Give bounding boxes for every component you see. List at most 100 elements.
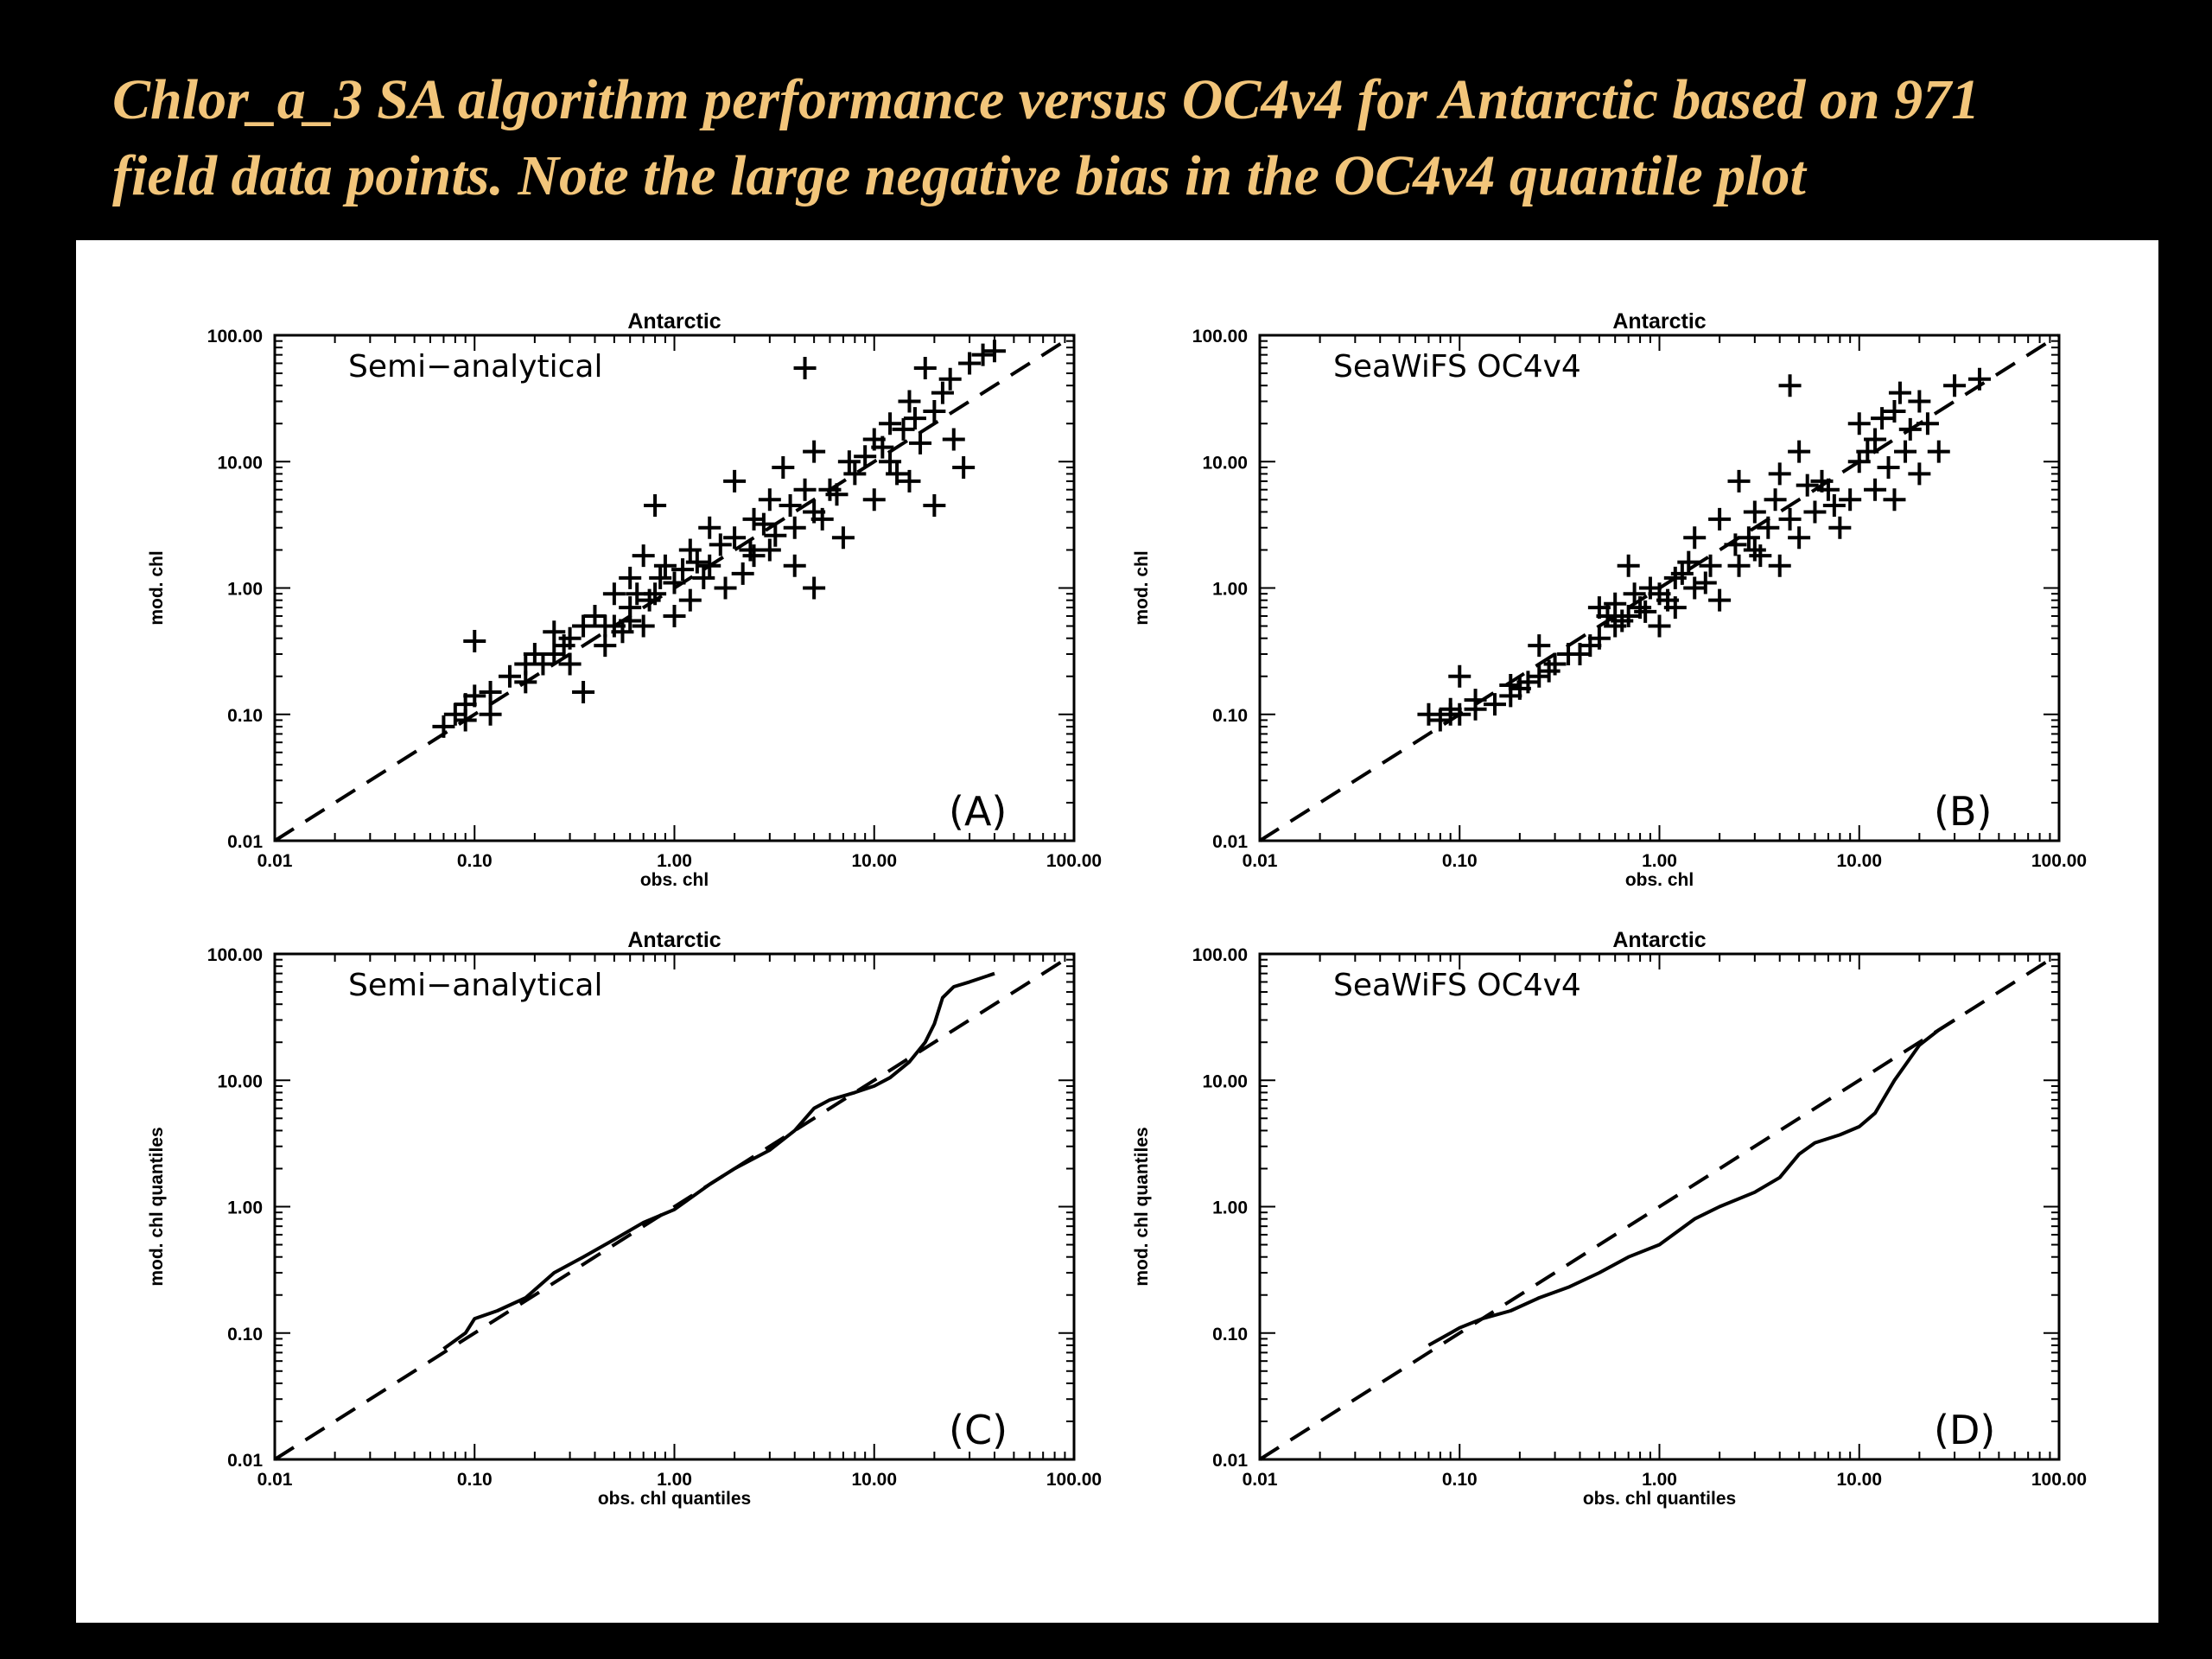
data-point	[583, 604, 607, 627]
x-tick-label: 100.00	[2031, 1470, 2087, 1490]
data-point	[731, 562, 754, 585]
slide-title-line-1: Chlor_a_3 SA algorithm performance versu…	[112, 68, 1980, 131]
y-tick-label: 100.00	[207, 945, 263, 965]
data-point	[879, 412, 902, 435]
data-point	[952, 455, 976, 479]
data-point	[698, 516, 721, 539]
y-axis-label: mod. chl	[147, 550, 167, 625]
data-point	[758, 538, 781, 562]
y-axis-label: mod. chl	[1132, 550, 1152, 625]
data-point	[1908, 390, 1931, 413]
data-point	[514, 652, 537, 676]
data-point	[923, 400, 946, 423]
data-point	[1883, 488, 1906, 512]
data-point	[1927, 440, 1950, 463]
x-tick-label: 100.00	[1046, 1470, 1102, 1490]
data-point	[1537, 659, 1560, 683]
data-point	[1727, 554, 1751, 577]
data-point	[663, 604, 686, 627]
x-tick-label: 0.10	[457, 851, 493, 871]
data-point	[1683, 526, 1707, 550]
data-point	[764, 524, 787, 547]
algorithm-label: Semi−analytical	[348, 349, 602, 385]
data-point	[1788, 440, 1811, 463]
data-point	[1778, 507, 1802, 531]
figure-svg: Antarctic 0.01 0.10 1.00 10.00 100.00 0.01 0.10…	[147, 309, 2087, 1509]
data-point	[1847, 412, 1871, 435]
data-point	[843, 462, 867, 486]
data-point	[1864, 478, 1887, 501]
data-point	[1803, 500, 1827, 524]
data-point	[1656, 588, 1680, 612]
data-point	[552, 634, 575, 658]
chart-title: Antarctic	[1612, 309, 1706, 334]
data-point	[1768, 554, 1791, 577]
data-point	[463, 629, 486, 652]
data-point	[671, 558, 695, 582]
x-tick-label: 0.10	[1442, 1470, 1478, 1490]
data-point	[1596, 604, 1619, 627]
data-point	[714, 576, 737, 600]
data-point	[803, 440, 826, 463]
panel-letter: (B)	[1934, 788, 1992, 835]
panel-letter: (A)	[949, 788, 1007, 835]
data-point	[1943, 374, 1967, 397]
data-point	[572, 614, 595, 638]
y-tick-label: 1.00	[1212, 1198, 1248, 1218]
data-point	[903, 407, 926, 430]
data-point	[543, 620, 566, 644]
panel-letter: (C)	[949, 1407, 1007, 1453]
data-point	[678, 588, 702, 612]
data-point	[632, 544, 655, 568]
x-tick-label: 1.00	[1642, 1470, 1677, 1490]
data-point	[1483, 693, 1506, 716]
data-point	[898, 469, 921, 493]
x-axis-label: obs. chl quantiles	[598, 1489, 751, 1509]
data-point	[663, 571, 686, 594]
data-point	[739, 538, 762, 562]
data-point	[1439, 702, 1462, 726]
data-point	[653, 554, 677, 577]
data-point	[938, 367, 962, 391]
data-point	[1634, 600, 1657, 623]
data-point	[931, 381, 954, 404]
data-point	[1743, 538, 1766, 562]
data-point	[1877, 455, 1900, 479]
data-point	[898, 390, 921, 413]
data-point	[1708, 507, 1732, 531]
data-point	[1579, 634, 1602, 658]
data-point	[649, 566, 672, 589]
y-tick-label: 100.00	[1192, 945, 1248, 965]
data-point	[892, 417, 915, 441]
data-point	[1894, 440, 1917, 463]
figure-panel: Antarctic 0.01 0.10 1.00 10.00 100.00 0.01 0.10…	[76, 240, 2158, 1623]
data-point	[1724, 533, 1747, 556]
data-point	[709, 533, 732, 556]
data-point	[479, 702, 502, 726]
data-point	[1749, 544, 1772, 568]
data-point	[1757, 516, 1780, 539]
data-point	[1822, 493, 1846, 517]
chart-title: Antarctic	[1612, 928, 1706, 952]
data-point	[958, 352, 982, 375]
data-point	[1617, 554, 1640, 577]
data-point	[854, 445, 877, 468]
algorithm-label: Semi−analytical	[348, 968, 602, 1003]
y-tick-label: 100.00	[207, 327, 263, 346]
chart-panel-d: Antarctic 0.01 0.10 1.00 10.00 100.00 0.01 0.10…	[1132, 928, 2087, 1509]
y-tick-label: 0.10	[1212, 1325, 1248, 1344]
data-point	[1464, 689, 1487, 712]
data-point	[1778, 374, 1802, 397]
data-point	[793, 356, 817, 379]
x-tick-label: 10.00	[1836, 851, 1882, 871]
one-to-one-line	[273, 952, 1076, 1461]
quantile-line	[442, 971, 995, 1351]
data-point	[1417, 702, 1440, 726]
data-point	[594, 634, 617, 658]
data-point	[698, 554, 721, 577]
data-point	[572, 680, 595, 703]
y-tick-label: 0.01	[1212, 832, 1248, 852]
y-tick-label: 10.00	[217, 1071, 263, 1091]
data-point	[1828, 516, 1852, 539]
panel-letter: (D)	[1934, 1407, 1995, 1453]
